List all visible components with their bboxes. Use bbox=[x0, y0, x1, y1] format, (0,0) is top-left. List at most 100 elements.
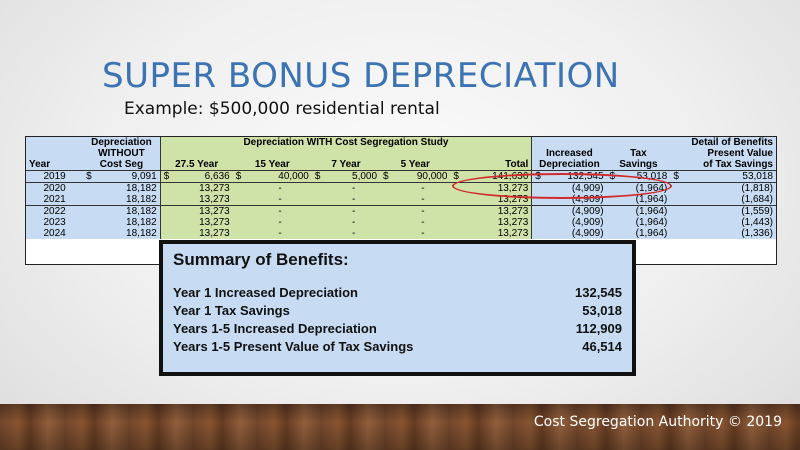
cell-without: 18,182 bbox=[98, 205, 161, 217]
summary-item-value: 46,514 bbox=[582, 339, 622, 354]
cell-pv: (1,684) bbox=[685, 194, 776, 206]
cell-cur9 bbox=[670, 205, 686, 217]
cell-cur1 bbox=[83, 228, 99, 239]
cell-cur4 bbox=[311, 182, 328, 194]
cell-cur3 bbox=[232, 217, 249, 228]
cell-year: 2022 bbox=[26, 205, 84, 217]
cell-cur2 bbox=[160, 228, 176, 239]
cell-cur9 bbox=[670, 194, 686, 206]
cell-cur2 bbox=[160, 217, 176, 228]
summary-item: Year 1 Increased Depreciation 132,545 bbox=[173, 284, 622, 302]
total-highlight-oval bbox=[452, 173, 672, 199]
cell-cur5 bbox=[380, 205, 396, 217]
summary-item: Years 1-5 Increased Depreciation 112,909 bbox=[173, 320, 622, 338]
cell-y5: - bbox=[395, 228, 451, 239]
cell-increased: (4,909) bbox=[547, 205, 607, 217]
cell-year: 2023 bbox=[26, 217, 84, 228]
cell-y7: - bbox=[327, 205, 381, 217]
cell-cur2: $ bbox=[160, 170, 176, 183]
cell-y15: - bbox=[248, 228, 312, 239]
summary-item-label: Year 1 Increased Depreciation bbox=[173, 285, 358, 300]
cell-y15: - bbox=[248, 194, 312, 206]
cell-cur3 bbox=[232, 228, 249, 239]
cell-increased: (4,909) bbox=[547, 228, 607, 239]
header-tax-1: Tax bbox=[606, 148, 671, 159]
table-row: 2023 18,182 13,273 - - - 13,273 (4,909) (1,964) (… bbox=[26, 217, 776, 228]
cell-y275: 13,273 bbox=[175, 194, 233, 206]
cell-cur8 bbox=[606, 217, 622, 228]
cell-year: 2024 bbox=[26, 228, 84, 239]
summary-item-label: Years 1-5 Present Value of Tax Savings bbox=[173, 339, 414, 354]
cell-y275: 13,273 bbox=[175, 182, 233, 194]
header-without-2: WITHOUT bbox=[83, 148, 161, 159]
cell-cur8 bbox=[606, 228, 622, 239]
cell-total: 13,273 bbox=[465, 217, 533, 228]
cell-cur4 bbox=[311, 217, 328, 228]
cell-y275: 13,273 bbox=[175, 217, 233, 228]
cell-without: 18,182 bbox=[98, 194, 161, 206]
cell-cur1 bbox=[83, 217, 99, 228]
cell-cur4 bbox=[311, 205, 328, 217]
cell-pv: 53,018 bbox=[685, 170, 776, 183]
cell-total: 13,273 bbox=[465, 194, 533, 206]
header-row-3: Year Cost Seg 27.5 Year 15 Year 7 Year 5… bbox=[26, 159, 776, 171]
header-detail: Detail of Benefits bbox=[670, 137, 776, 148]
cell-tax: (1,964) bbox=[621, 205, 671, 217]
cell-y5: - bbox=[395, 194, 451, 206]
header-year: Year bbox=[26, 159, 84, 171]
header-col-total: Total bbox=[450, 159, 533, 171]
summary-title: Summary of Benefits: bbox=[173, 250, 349, 269]
cell-pv: (1,559) bbox=[685, 205, 776, 217]
cell-tax: (1,964) bbox=[621, 217, 671, 228]
cell-y15: 40,000 bbox=[248, 170, 312, 183]
cell-cur6 bbox=[450, 228, 466, 239]
cell-year: 2021 bbox=[26, 194, 84, 206]
cell-y5: - bbox=[395, 205, 451, 217]
cell-cur2 bbox=[160, 182, 176, 194]
cell-y275: 13,273 bbox=[175, 228, 233, 239]
cell-y7: 5,000 bbox=[327, 170, 381, 183]
cell-cur6 bbox=[450, 205, 466, 217]
cell-cur9 bbox=[670, 228, 686, 239]
summary-box: Summary of Benefits: Year 1 Increased De… bbox=[159, 240, 636, 376]
cell-cur4 bbox=[311, 228, 328, 239]
cell-cur4: $ bbox=[311, 170, 328, 183]
cell-y5: 90,000 bbox=[395, 170, 451, 183]
cell-tax: (1,964) bbox=[621, 228, 671, 239]
header-without-3: Cost Seg bbox=[83, 159, 161, 171]
cell-y275: 13,273 bbox=[175, 205, 233, 217]
cell-increased: (4,909) bbox=[547, 217, 607, 228]
cell-without: 18,182 bbox=[98, 182, 161, 194]
cell-total: 13,273 bbox=[465, 228, 533, 239]
cell-cur5 bbox=[380, 194, 396, 206]
header-col-275: 27.5 Year bbox=[160, 159, 233, 171]
cell-cur5: $ bbox=[380, 170, 396, 183]
summary-list: Year 1 Increased Depreciation 132,545 Year… bbox=[173, 284, 622, 356]
cell-cur5 bbox=[380, 182, 396, 194]
summary-item: Years 1-5 Present Value of Tax Savings 46… bbox=[173, 338, 622, 356]
header-col-5: 5 Year bbox=[380, 159, 451, 171]
header-col-7: 7 Year bbox=[311, 159, 381, 171]
cell-cur2 bbox=[160, 194, 176, 206]
cell-year: 2019 bbox=[26, 170, 84, 183]
cell-cur1 bbox=[83, 194, 99, 206]
header-with-study: Depreciation WITH Cost Segregation Study bbox=[160, 137, 533, 148]
cell-cur3 bbox=[232, 194, 249, 206]
cell-pv: (1,336) bbox=[685, 228, 776, 239]
summary-item-value: 112,909 bbox=[575, 321, 622, 336]
cell-y7: - bbox=[327, 182, 381, 194]
cell-cur3 bbox=[232, 205, 249, 217]
cell-cur1 bbox=[83, 205, 99, 217]
cell-y5: - bbox=[395, 182, 451, 194]
header-increased-2: Depreciation bbox=[531, 159, 607, 171]
cell-y275: 6,636 bbox=[175, 170, 233, 183]
cell-cur9 bbox=[670, 182, 686, 194]
cell-cur8 bbox=[606, 205, 622, 217]
cell-without: 18,182 bbox=[98, 228, 161, 239]
cell-tax: (1,964) bbox=[621, 194, 671, 206]
cell-y5: - bbox=[395, 217, 451, 228]
header-pv-2: of Tax Savings bbox=[670, 159, 776, 171]
summary-item-label: Years 1-5 Increased Depreciation bbox=[173, 321, 377, 336]
cell-cur6 bbox=[450, 194, 466, 206]
cell-cur7 bbox=[531, 205, 548, 217]
